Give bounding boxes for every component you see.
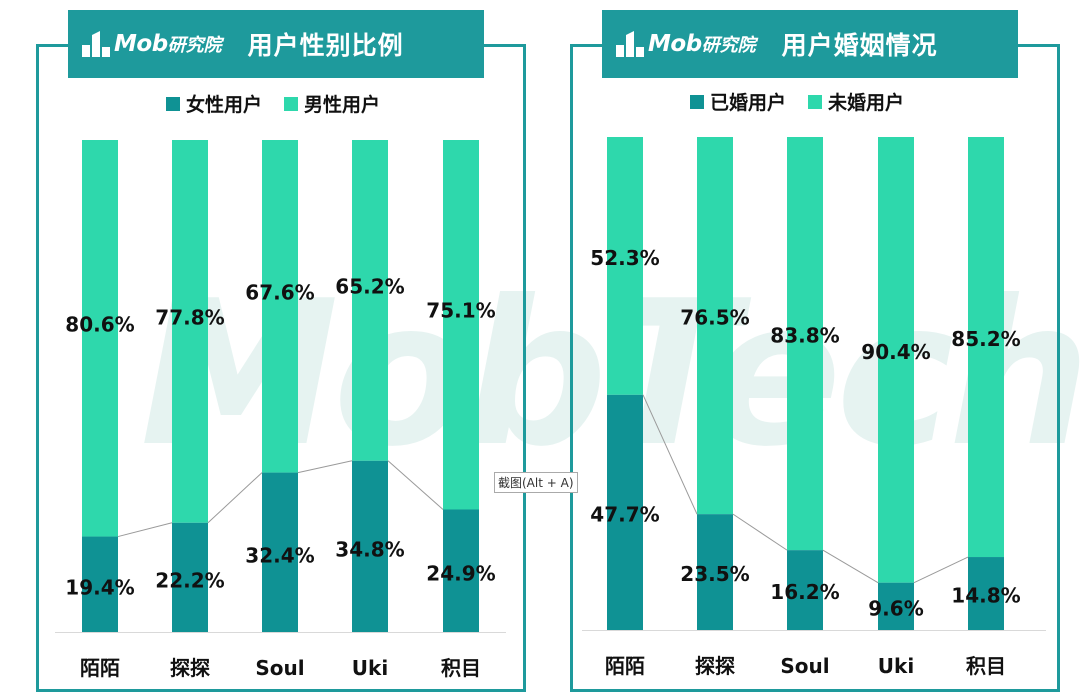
legend-label: 女性用户 — [186, 94, 263, 116]
category-tick-label: 陌陌 — [80, 656, 120, 680]
bar-segment-married — [968, 557, 1004, 630]
data-label-lower: 23.5% — [680, 562, 749, 586]
panel-header: Mob 研究院 用户婚姻情况 — [602, 10, 1018, 78]
series-connector-line — [117, 522, 173, 538]
data-label-upper: 77.8% — [155, 305, 224, 329]
bar-segment-unmarried — [968, 137, 1004, 558]
data-label-lower: 32.4% — [245, 543, 314, 567]
legend-label: 已婚用户 — [710, 92, 787, 114]
data-label-lower: 16.2% — [770, 580, 839, 604]
bar-segment-female — [352, 460, 388, 632]
logo-subtext: 研究院 — [167, 35, 222, 56]
bar-segment-female — [82, 536, 118, 632]
logo-icon — [82, 31, 110, 57]
logo-text: Mob — [114, 31, 168, 57]
mob-logo: Mob 研究院 — [614, 31, 756, 57]
bar-segment-married — [787, 550, 823, 630]
data-label-lower: 14.8% — [951, 584, 1020, 608]
data-label-upper: 85.2% — [951, 327, 1020, 351]
legend-item-male: 男性用户 — [284, 90, 380, 117]
legend-item-married: 已婚用户 — [690, 88, 786, 115]
series-connector-line — [642, 394, 698, 515]
legend-swatch — [808, 94, 823, 109]
legend-item-female: 女性用户 — [166, 90, 262, 117]
screenshot-tooltip: 截图(Alt + A) — [494, 472, 578, 493]
data-label-upper: 80.6% — [65, 312, 134, 336]
category-tick-label: 积目 — [966, 654, 1006, 678]
series-connector-line — [297, 460, 353, 474]
category-tick-label: 探探 — [695, 654, 735, 678]
chart-title: 用户性别比例 — [247, 31, 404, 60]
category-tick-label: Soul — [255, 656, 304, 680]
legend-label: 男性用户 — [304, 94, 381, 116]
data-label-lower: 19.4% — [65, 575, 134, 599]
data-label-upper: 65.2% — [335, 274, 404, 298]
category-tick-label: 陌陌 — [605, 654, 645, 678]
marriage-chart-panel: Mob 研究院 用户婚姻情况 已婚用户 未婚用户 47.7% 52.3% 陌陌 23.… — [540, 0, 1080, 696]
data-label-upper: 76.5% — [680, 306, 749, 330]
chart-title: 用户婚姻情况 — [781, 31, 938, 60]
gender-stacked-bar-chart: 19.4% 80.6% 陌陌 22.2% 77.8% 探探 32.4% 67.6% Soul 34… — [55, 140, 506, 680]
data-label-upper: 67.6% — [245, 280, 314, 304]
bar-segment-married — [878, 582, 914, 630]
bar-segment-unmarried — [878, 137, 914, 583]
data-label-upper: 90.4% — [861, 340, 930, 364]
data-label-lower: 24.9% — [426, 562, 495, 586]
legend-item-unmarried: 未婚用户 — [808, 88, 904, 115]
category-tick-label: 探探 — [170, 656, 210, 680]
legend-swatch — [690, 94, 704, 109]
category-tick-label: Uki — [352, 656, 388, 680]
legend-swatch — [166, 96, 180, 111]
bar-segment-male — [262, 140, 298, 473]
series-connector-line — [822, 549, 879, 584]
category-tick-label: 积目 — [441, 656, 481, 680]
series-connector-line — [913, 556, 969, 584]
data-label-lower: 34.8% — [335, 537, 404, 561]
bar-segment-female — [262, 472, 298, 632]
data-label-upper: 83.8% — [770, 324, 839, 348]
data-label-upper: 52.3% — [590, 246, 659, 270]
logo-text: Mob — [648, 31, 702, 57]
data-label-lower: 9.6% — [868, 596, 923, 620]
legend-swatch — [284, 96, 299, 111]
bar-segment-female — [443, 509, 479, 632]
data-label-lower: 22.2% — [155, 568, 224, 592]
bar-segment-married — [697, 514, 733, 630]
series-connector-line — [207, 472, 263, 524]
data-label-lower: 47.7% — [590, 502, 659, 526]
series-connector-line — [387, 460, 444, 510]
chart-legend: 已婚用户 未婚用户 — [690, 88, 904, 115]
category-tick-label: Uki — [878, 654, 914, 678]
bar-segment-unmarried — [787, 137, 823, 551]
bar-segment-male — [443, 140, 479, 510]
logo-icon — [616, 31, 644, 57]
marriage-stacked-bar-chart: 47.7% 52.3% 陌陌 23.5% 76.5% 探探 16.2% 83.8% Soul 9.… — [582, 137, 1046, 678]
bar-segment-male — [172, 140, 208, 523]
data-label-upper: 75.1% — [426, 299, 495, 323]
bar-segment-unmarried — [697, 137, 733, 515]
category-tick-label: Soul — [780, 654, 829, 678]
panel-header: Mob 研究院 用户性别比例 — [68, 10, 484, 78]
bar-segment-unmarried — [607, 137, 643, 395]
mob-logo: Mob 研究院 — [80, 31, 222, 57]
bar-segment-male — [352, 140, 388, 461]
bar-segment-female — [172, 522, 208, 632]
gender-chart-panel: Mob 研究院 用户性别比例 女性用户 男性用户 19.4% 80.6% 陌陌 22.… — [36, 10, 526, 692]
bar-segment-male — [82, 140, 118, 537]
legend-label: 未婚用户 — [828, 92, 905, 114]
chart-legend: 女性用户 男性用户 — [166, 90, 380, 117]
logo-subtext: 研究院 — [701, 35, 756, 56]
series-connector-line — [732, 513, 788, 551]
bar-segment-married — [607, 394, 643, 630]
